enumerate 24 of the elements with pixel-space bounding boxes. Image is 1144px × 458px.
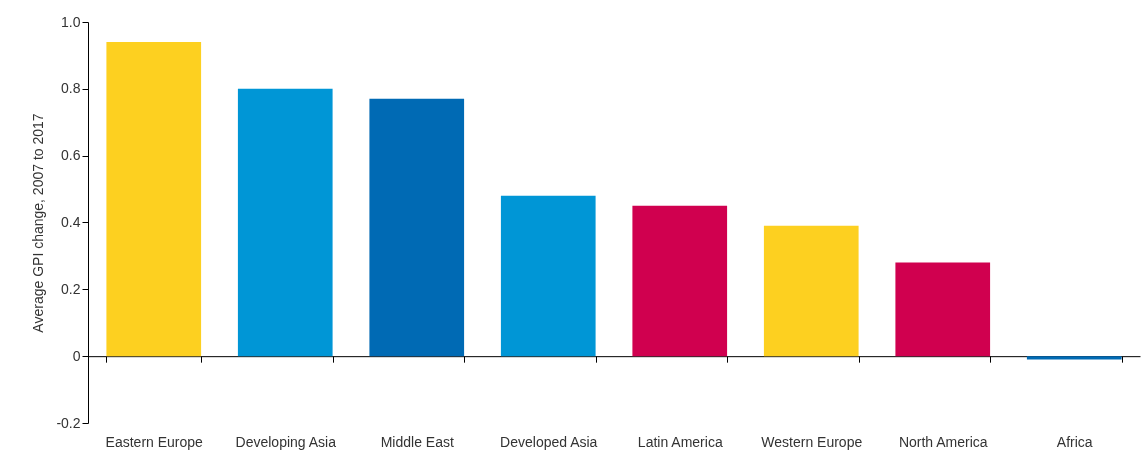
bar — [895, 262, 991, 357]
y-tick-label: 1.0 — [61, 13, 81, 30]
y-axis-title: Average GPI change, 2007 to 2017 — [30, 113, 47, 333]
x-tick-label: Middle East — [380, 433, 454, 450]
y-tick-label: 0 — [72, 347, 81, 364]
bar — [106, 42, 202, 357]
y-tick-label: 0.4 — [61, 214, 81, 230]
y-tick-label: 0.2 — [61, 280, 81, 297]
x-tick-label: Latin America — [637, 433, 723, 450]
y-tick-label: 0.8 — [61, 80, 81, 97]
x-tick-label: North America — [898, 433, 988, 450]
y-tick-label: -0.2 — [56, 414, 81, 431]
bar — [1026, 356, 1122, 360]
bar — [763, 225, 859, 357]
bar — [632, 205, 728, 357]
bar — [500, 195, 596, 357]
x-tick-label: Eastern Europe — [105, 433, 204, 450]
x-tick-label: Western Europe — [761, 433, 863, 450]
y-tick-label: 0.6 — [61, 147, 81, 164]
x-tick-label: Africa — [1056, 433, 1093, 450]
bar — [237, 88, 333, 357]
x-tick-label: Developing Asia — [235, 433, 337, 450]
x-tick-label: Developed Asia — [500, 433, 598, 450]
bar — [369, 98, 465, 357]
